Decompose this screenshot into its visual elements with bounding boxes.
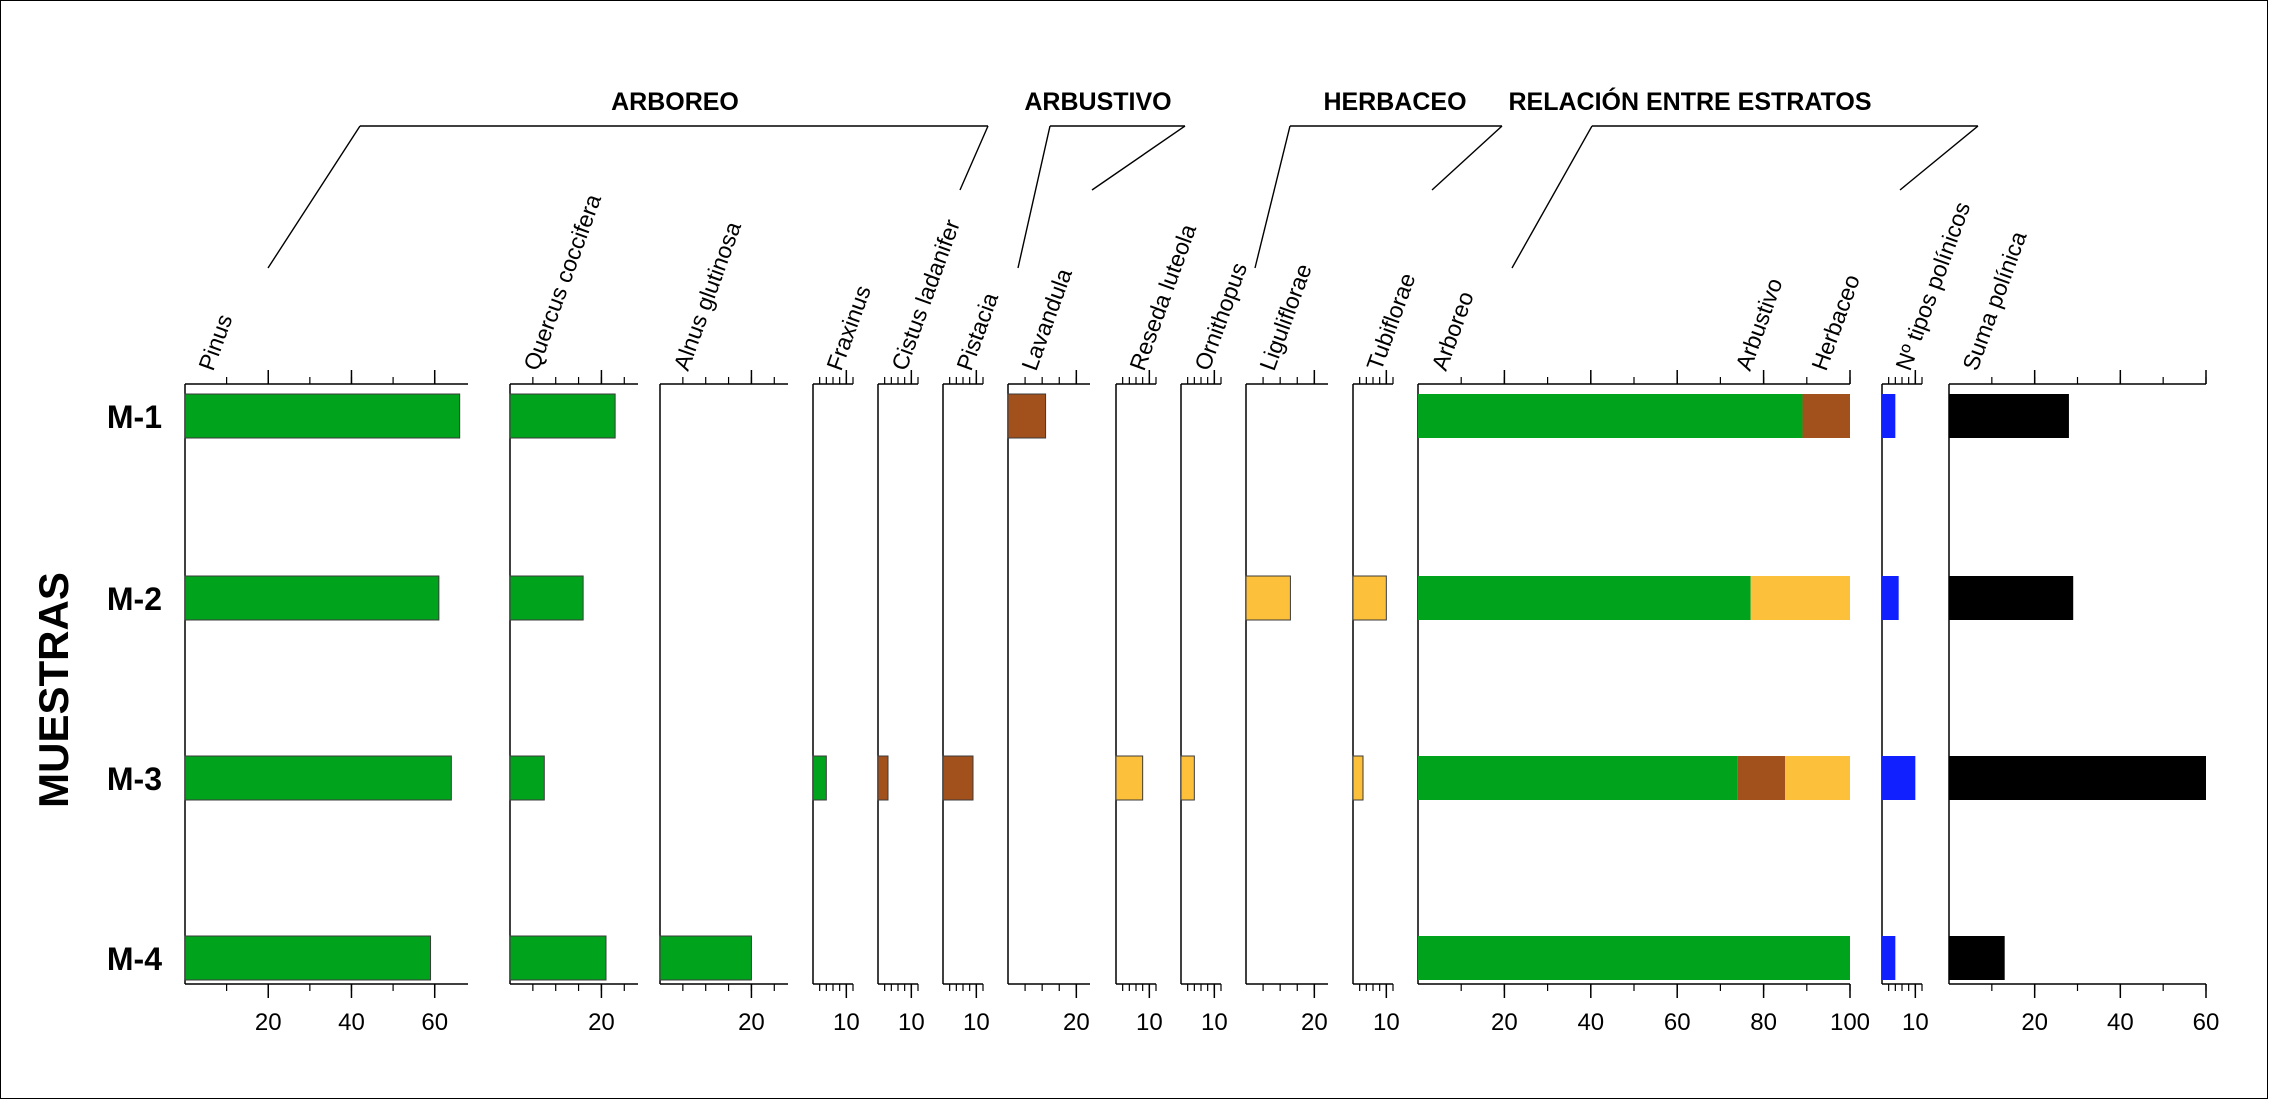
- panel-suma-bar-m-2: [1949, 576, 2074, 620]
- panel-pistacia-bar-m-3: [942, 755, 974, 801]
- panel-suma-tick-label: 60: [2193, 1009, 2220, 1036]
- panel-quercus-coccifera-label: Quercus coccifera: [518, 190, 606, 373]
- panel-relacion-tick-label: 100: [1830, 1009, 1870, 1036]
- panel-pinus-bar-m-1: [184, 393, 461, 439]
- relacion-bar-arboreo-m-1: [1418, 394, 1803, 438]
- panel-n-tipos-bar-m-3: [1882, 756, 1916, 800]
- relacion-bar-arbustivo-m-1: [1802, 394, 1850, 438]
- panel-lavandula-label: Lavandula: [1016, 265, 1077, 374]
- group-bracket-left-herbaceo: [1254, 125, 1291, 269]
- panel-n-tipos-bar-m-1: [1882, 394, 1896, 438]
- relacion-bar-herbaceo-m-2: [1750, 576, 1850, 620]
- panel-ornithopus-tick-label: 10: [1201, 1009, 1228, 1036]
- panel-pinus-bar-m-3: [184, 755, 452, 801]
- panel-alnus-glutinosa-label: Alnus glutinosa: [668, 218, 746, 374]
- panel-n-tipos-bar-m-4: [1882, 936, 1896, 980]
- panel-pinus-label: Pinus: [193, 311, 237, 374]
- sample-label-m-1: M-1: [107, 399, 162, 435]
- panel-cistus-ladanifer-tick-label: 10: [898, 1009, 925, 1036]
- panel-relacion-tick-label: 60: [1664, 1009, 1691, 1036]
- panel-relacion-tick-label: 20: [1491, 1009, 1518, 1036]
- panel-alnus-glutinosa-bar-m-4: [659, 935, 752, 981]
- panel-quercus-coccifera-tick-label: 20: [588, 1009, 615, 1036]
- relacion-bar-arbustivo-m-3: [1737, 756, 1786, 800]
- group-bracket-right-arbustivo: [1091, 125, 1186, 191]
- panel-pinus-tick-label: 60: [421, 1009, 448, 1036]
- panel-suma-bar-m-1: [1949, 394, 2069, 438]
- panel-cistus-ladanifer-label: Cistus ladanifer: [886, 216, 965, 374]
- panel-lavandula-bar-m-1: [1007, 393, 1047, 439]
- group-header-arbustivo: ARBUSTIVO: [1024, 88, 1171, 116]
- panel-n-tipos-label: Nº tipos polínicos: [1890, 198, 1975, 373]
- group-header-arboreo: ARBOREO: [611, 88, 739, 116]
- panel-suma-tick-label: 40: [2107, 1009, 2134, 1036]
- panel-tubiflorae-bar-m-3: [1352, 755, 1364, 801]
- group-bracket-left-arbustivo: [1017, 125, 1051, 269]
- panel-ornithopus-label: Ornithopus: [1189, 259, 1252, 374]
- panel-fraxinus-label: Fraxinus: [821, 282, 876, 374]
- group-header-relacion: RELACIÓN ENTRE ESTRATOS: [1509, 86, 1872, 116]
- panel-liguliflorae-tick-label: 20: [1301, 1009, 1328, 1036]
- panel-relacion-tick-label: 80: [1750, 1009, 1777, 1036]
- panel-ornithopus-bar-m-3: [1180, 755, 1195, 801]
- relacion-bar-arboreo-m-3: [1418, 756, 1738, 800]
- panel-suma-bar-m-4: [1949, 936, 2005, 980]
- panel-quercus-coccifera-bar-m-2: [509, 575, 584, 621]
- panel-suma-tick-label: 20: [2021, 1009, 2048, 1036]
- panel-liguliflorae-bar-m-2: [1245, 575, 1291, 621]
- panel-pinus-tick-label: 20: [255, 1009, 282, 1036]
- y-axis-title: MUESTRAS: [30, 572, 77, 808]
- panel-suma-label: Suma polínica: [1957, 228, 2031, 374]
- group-bracket-right-arboreo: [959, 125, 989, 191]
- panel-suma-bar-m-3: [1949, 756, 2206, 800]
- panel-liguliflorae-label: Liguliflorae: [1254, 260, 1316, 373]
- panel-fraxinus-bar-m-3: [812, 755, 827, 801]
- panel-reseda-luteola-tick-label: 10: [1136, 1009, 1163, 1036]
- panel-fraxinus-tick-label: 10: [833, 1009, 860, 1036]
- relacion-bar-arboreo-m-4: [1418, 936, 1850, 980]
- group-bracket-left-relacion: [1511, 125, 1593, 269]
- panel-n-tipos-bar-m-2: [1882, 576, 1899, 620]
- relacion-bar-herbaceo-m-3: [1785, 756, 1850, 800]
- group-bracket-right-herbaceo: [1431, 125, 1503, 191]
- group-bracket-right-relacion: [1899, 125, 1979, 191]
- relacion-bar-arboreo-m-2: [1418, 576, 1751, 620]
- panel-tubiflorae-bar-m-2: [1352, 575, 1387, 621]
- panel-reseda-luteola-bar-m-3: [1115, 755, 1144, 801]
- panel-pistacia-label: Pistacia: [951, 289, 1003, 374]
- panel-pinus-bar-m-2: [184, 575, 440, 621]
- panel-pinus-tick-label: 40: [338, 1009, 365, 1036]
- relacion-label-arboreo: Arboreo: [1426, 288, 1478, 374]
- panel-tubiflorae-tick-label: 10: [1373, 1009, 1400, 1036]
- panel-pistacia-tick-label: 10: [963, 1009, 990, 1036]
- panel-n-tipos-tick-label: 10: [1902, 1009, 1929, 1036]
- panel-cistus-ladanifer-bar-m-3: [877, 755, 889, 801]
- panel-alnus-glutinosa-tick-label: 20: [738, 1009, 765, 1036]
- relacion-label-herbaceo: Herbaceo: [1806, 271, 1865, 374]
- panel-lavandula-tick-label: 20: [1063, 1009, 1090, 1036]
- panel-pinus-bar-m-4: [184, 935, 432, 981]
- relacion-label-arbustivo: Arbustivo: [1730, 275, 1787, 374]
- group-bracket-left-arboreo: [267, 125, 361, 269]
- sample-label-m-2: M-2: [107, 581, 162, 617]
- group-header-herbaceo: HERBACEO: [1323, 88, 1466, 116]
- sample-label-m-4: M-4: [107, 941, 162, 977]
- panel-relacion-tick-label: 40: [1577, 1009, 1604, 1036]
- sample-label-m-3: M-3: [107, 761, 162, 797]
- panel-tubiflorae-label: Tubiflorae: [1361, 269, 1420, 373]
- panel-quercus-coccifera-bar-m-3: [509, 755, 545, 801]
- panel-quercus-coccifera-bar-m-1: [509, 393, 616, 439]
- panel-quercus-coccifera-bar-m-4: [509, 935, 607, 981]
- panel-reseda-luteola-label: Reseda luteola: [1124, 220, 1201, 373]
